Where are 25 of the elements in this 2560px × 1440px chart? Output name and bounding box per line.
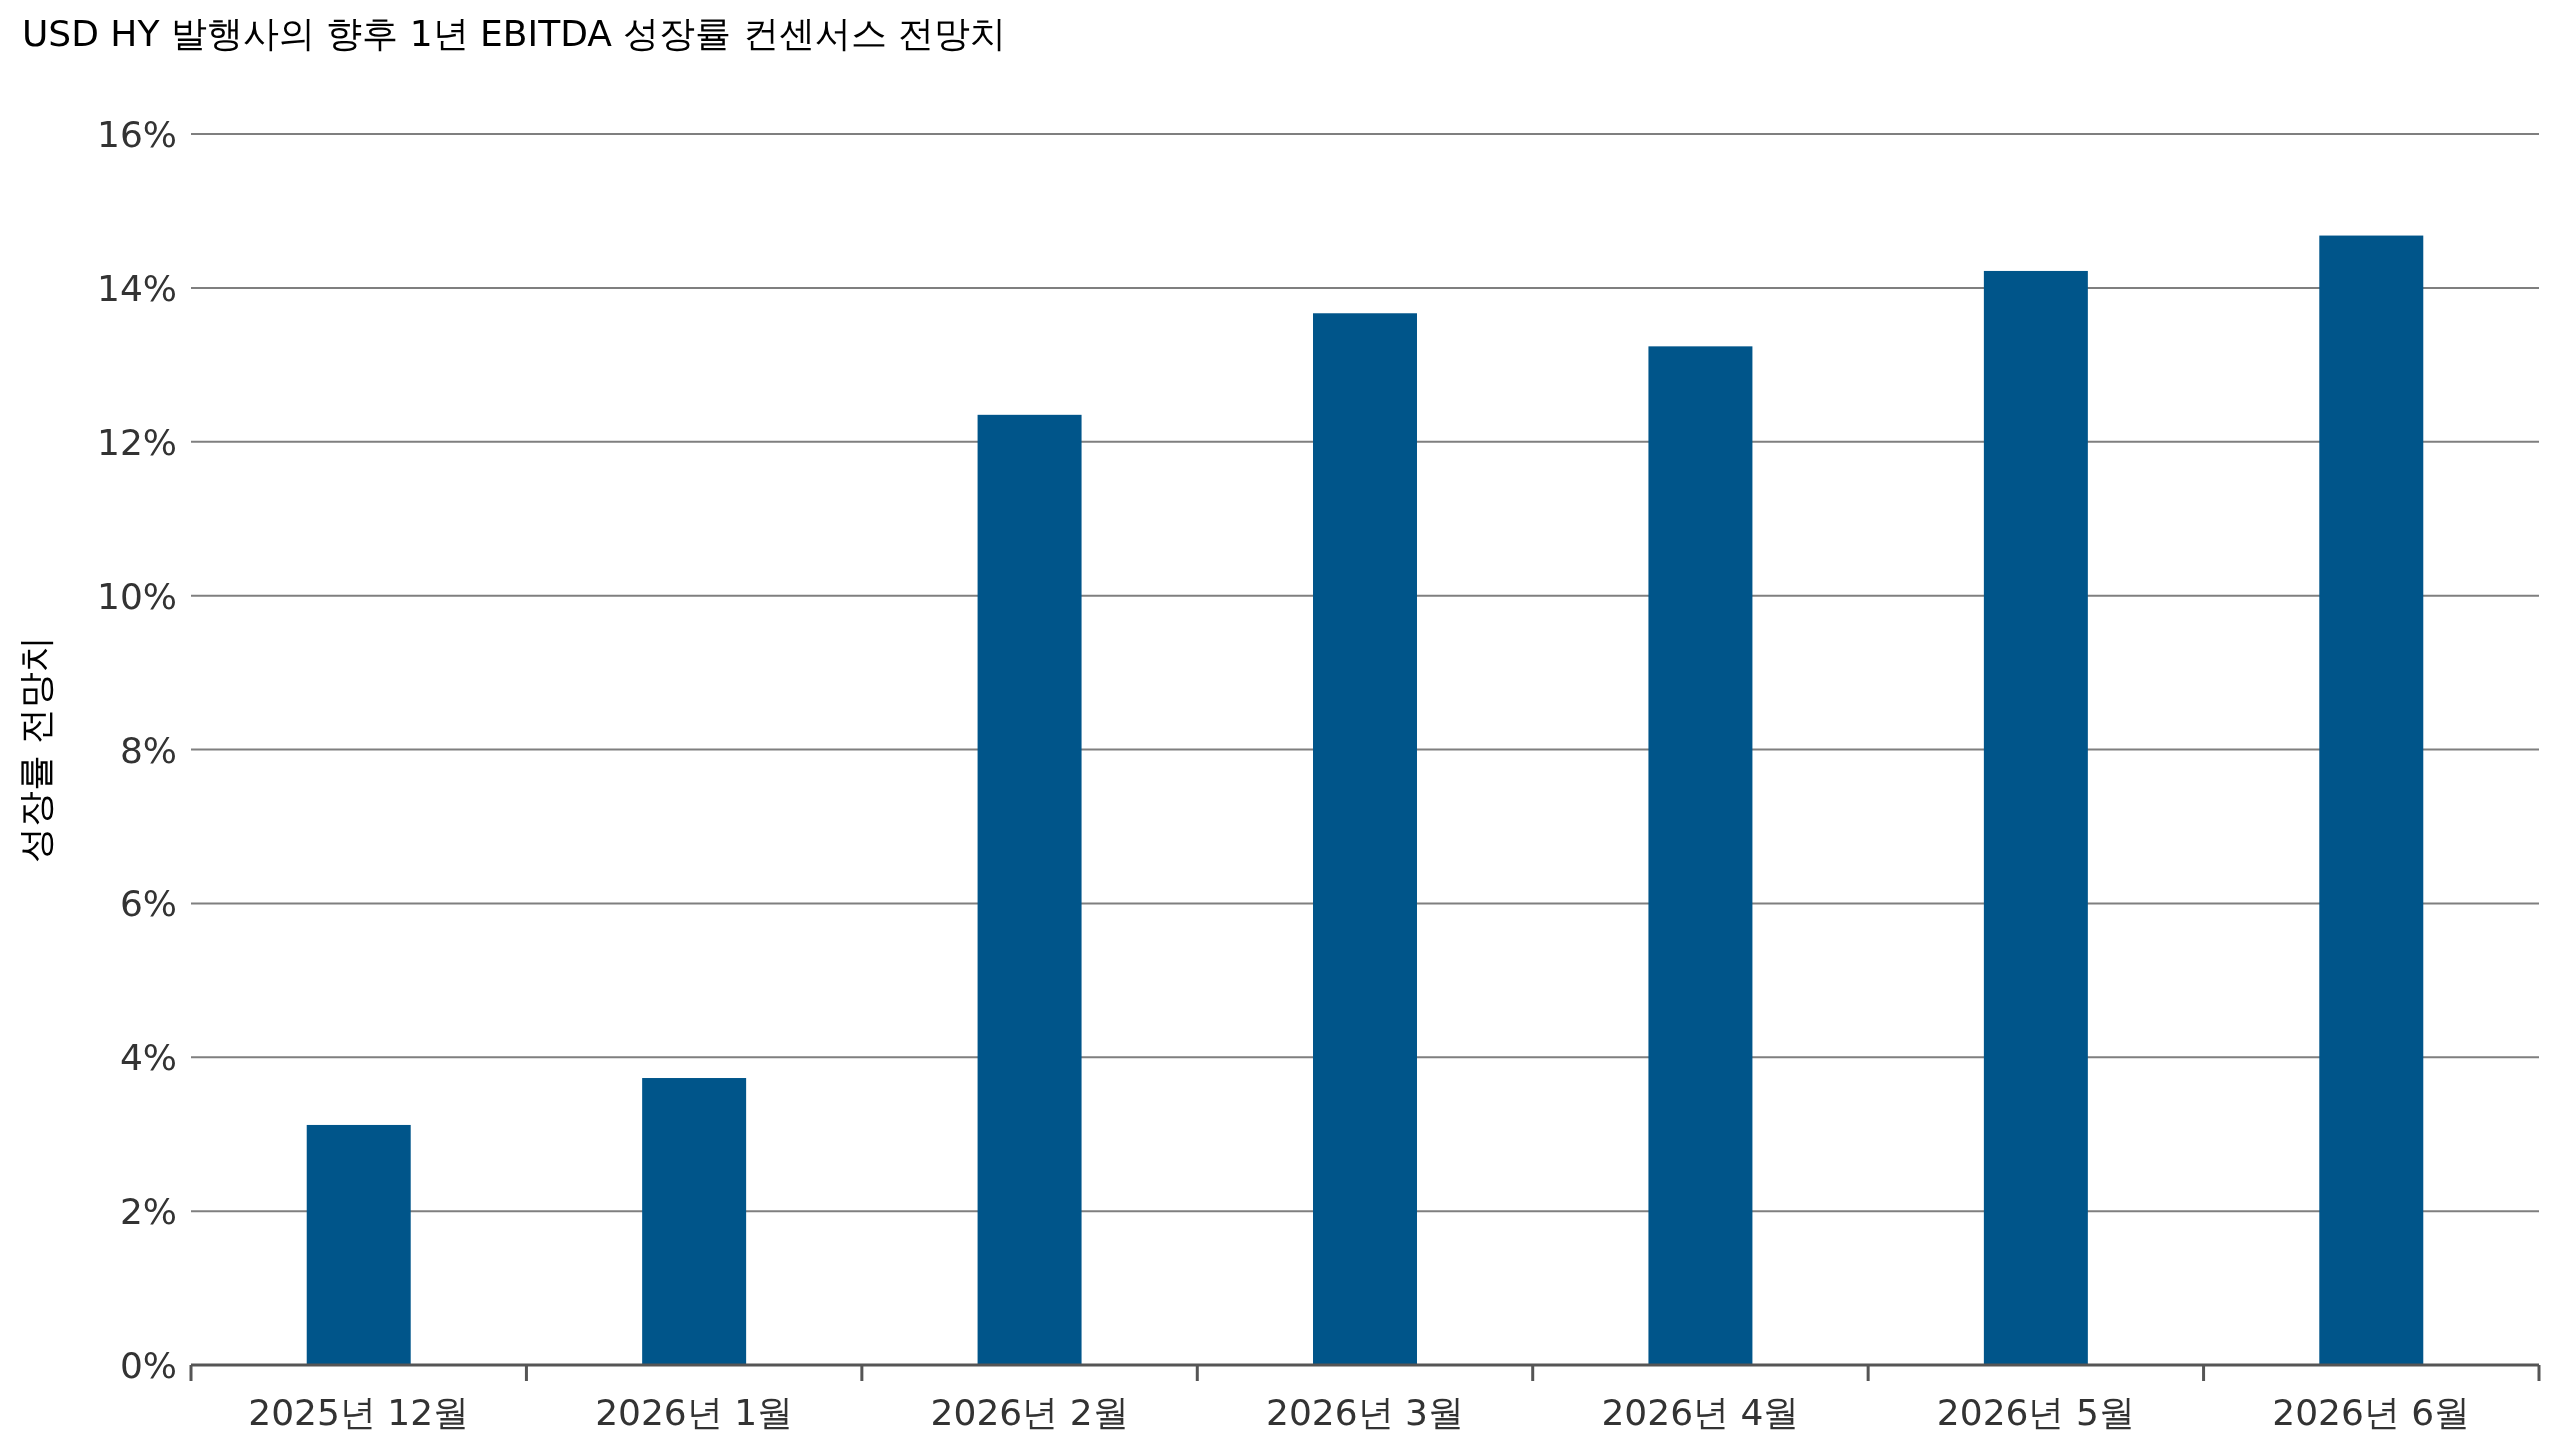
- y-tick-label: 4%: [119, 1037, 177, 1079]
- y-tick-label: 14%: [96, 267, 177, 309]
- x-tick-label: 2025년 12월: [248, 1392, 470, 1433]
- y-tick-label: 6%: [119, 883, 177, 925]
- bar: [977, 414, 1082, 1365]
- x-tick-label: 2026년 6월: [2272, 1392, 2471, 1433]
- chart-title: USD HY 발행사의 향후 1년 EBITDA 성장률 컨센서스 전망치: [22, 13, 1007, 54]
- x-tick-label: 2026년 4월: [1601, 1392, 1800, 1433]
- y-tick-label: 16%: [96, 114, 177, 155]
- x-tick-label: 2026년 3월: [1266, 1392, 1464, 1433]
- y-tick-label: 8%: [119, 729, 177, 771]
- x-tick-label: 2026년 5월: [1936, 1392, 2135, 1433]
- y-tick-label: 10%: [96, 575, 177, 617]
- bar: [2319, 235, 2424, 1365]
- bar: [1313, 313, 1417, 1365]
- bar: [1648, 346, 1753, 1365]
- bar: [1983, 270, 2088, 1365]
- y-axis-title: 성장률 전망치: [15, 635, 56, 864]
- bar: [306, 1124, 411, 1365]
- y-tick-label: 2%: [119, 1191, 177, 1233]
- bar: [642, 1078, 747, 1365]
- y-tick-label: 0%: [119, 1345, 177, 1386]
- y-tick-label: 12%: [96, 421, 177, 463]
- x-tick-label: 2026년 2월: [930, 1392, 1129, 1433]
- x-tick-label: 2026년 1월: [595, 1392, 794, 1433]
